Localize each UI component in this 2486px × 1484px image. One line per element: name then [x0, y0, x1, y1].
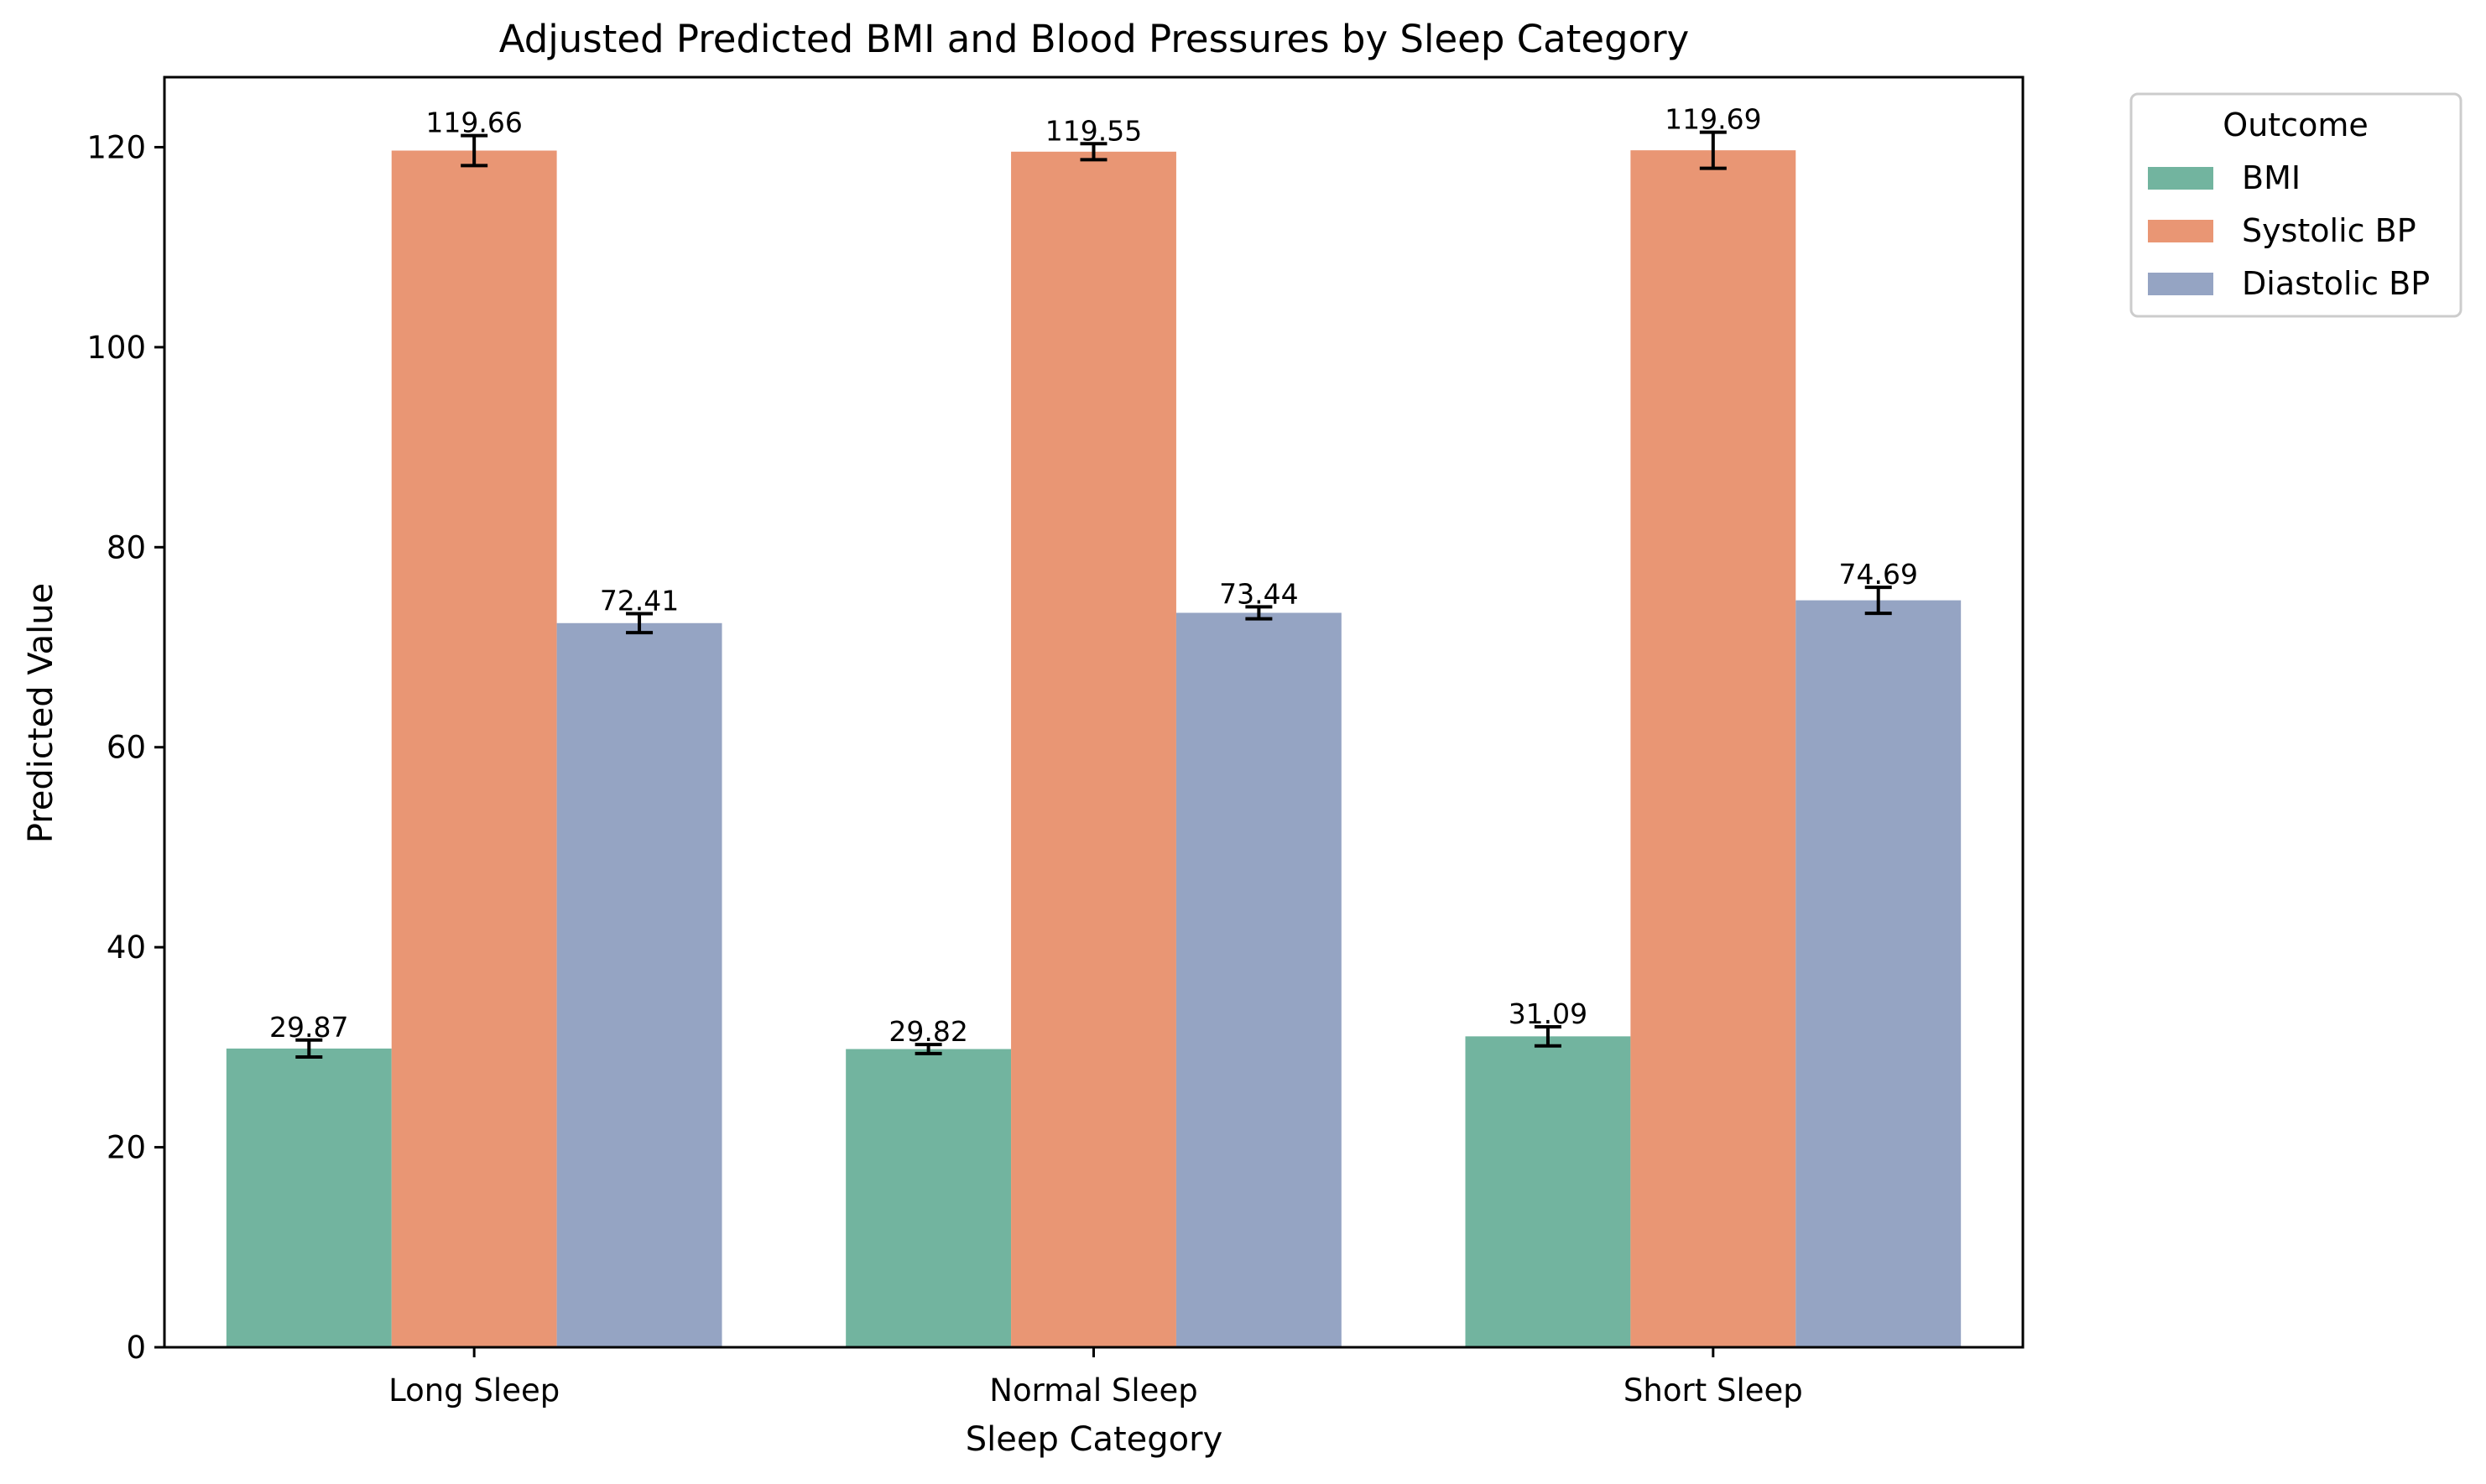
- legend-swatch: [2148, 273, 2213, 295]
- bar-systolic-bp: [1630, 150, 1796, 1347]
- data-label: 73.44: [1219, 577, 1298, 610]
- data-label: 29.87: [269, 1011, 348, 1044]
- plot-area: 29.87 29.82 31.09 119.66 119.55 119.69 72.41 73…: [86, 76, 2025, 1408]
- legend-swatch: [2148, 167, 2213, 190]
- data-label: 119.69: [1665, 103, 1761, 136]
- bar-bmi: [846, 1049, 1012, 1347]
- bar-systolic-bp: [1011, 151, 1176, 1348]
- y-tick-label: 60: [107, 730, 146, 766]
- data-label: 74.69: [1838, 558, 1917, 591]
- y-tick-label: 100: [86, 330, 146, 366]
- bar-bmi: [226, 1048, 392, 1347]
- y-tick-label: 120: [86, 129, 146, 165]
- bar-bmi: [1465, 1036, 1631, 1347]
- bar-diastolic-bp: [1795, 600, 1962, 1347]
- legend-frame: [2129, 92, 2463, 318]
- data-label: 119.66: [425, 107, 522, 139]
- y-axis-label: Predicted Value: [22, 583, 60, 843]
- data-label: 72.41: [600, 584, 679, 617]
- y-tick-label: 20: [107, 1130, 146, 1166]
- x-tick-label: Long Sleep: [388, 1372, 560, 1408]
- chart-title: Adjusted Predicted BMI and Blood Pressur…: [499, 17, 1690, 61]
- y-tick-label: 80: [107, 529, 146, 565]
- bar-systolic-bp: [391, 150, 557, 1347]
- legend-title: Outcome: [2223, 107, 2368, 143]
- legend-label: Diastolic BP: [2242, 265, 2430, 302]
- x-axis-label: Sleep Category: [966, 1420, 1223, 1459]
- x-tick-label: Normal Sleep: [989, 1372, 1197, 1408]
- data-label: 29.82: [889, 1015, 967, 1048]
- y-tick-label: 0: [126, 1330, 146, 1366]
- bar-diastolic-bp: [556, 622, 722, 1347]
- legend-label: Systolic BP: [2242, 212, 2416, 249]
- y-tick-label: 40: [107, 929, 146, 966]
- data-label: 31.09: [1509, 997, 1587, 1030]
- legend: Outcome BMI Systolic BP Diastolic BP: [2129, 92, 2463, 318]
- x-tick-label: Short Sleep: [1623, 1372, 1803, 1408]
- legend-items: BMI Systolic BP Diastolic BP: [2148, 159, 2430, 302]
- data-label: 119.55: [1045, 114, 1142, 147]
- legend-swatch: [2148, 220, 2213, 242]
- bar-diastolic-bp: [1175, 612, 1342, 1347]
- legend-label: BMI: [2242, 159, 2301, 196]
